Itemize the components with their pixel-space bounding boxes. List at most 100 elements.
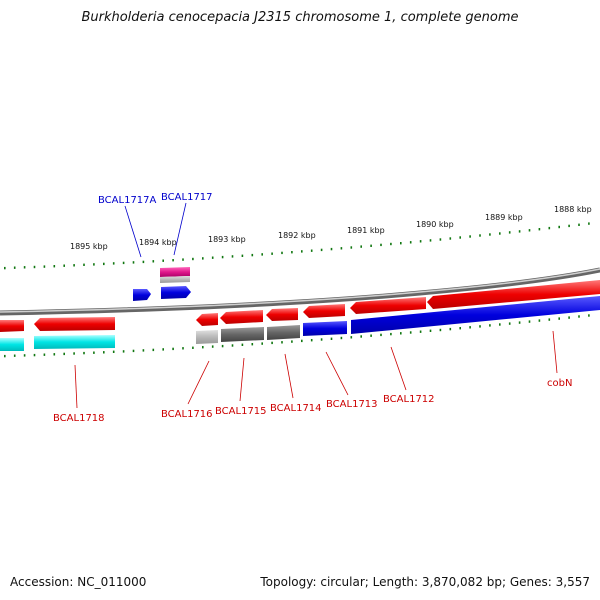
ruler-label-1893: 1893 kbp <box>208 235 246 244</box>
ruler-minor-tick <box>142 349 145 352</box>
ruler-minor-tick <box>558 317 560 320</box>
ruler-minor-tick <box>33 265 36 269</box>
ruler-minor-tick <box>281 341 283 344</box>
ruler-minor-tick <box>459 327 461 330</box>
ruler-minor-tick <box>489 324 491 327</box>
gene-bcal1713[interactable] <box>303 304 345 318</box>
ruler-minor-tick <box>271 252 273 255</box>
gene-label-bcal1716: BCAL1716 <box>161 409 213 420</box>
gene-label-bcal1712: BCAL1712 <box>383 394 435 405</box>
ruler-minor-tick <box>518 321 521 324</box>
gene-label-bcal1715: BCAL1715 <box>215 406 267 417</box>
ruler-minor-tick <box>518 230 521 233</box>
ruler-minor-tick <box>409 331 412 334</box>
ruler-minor-tick <box>13 266 16 269</box>
ruler-minor-tick <box>419 240 422 243</box>
ruler-minor-tick <box>83 263 85 266</box>
ruler-minor-tick <box>499 323 501 326</box>
ruler-minor-tick <box>301 250 303 253</box>
gene-bcal1718-red[interactable] <box>34 317 115 331</box>
gene-red-left-edge[interactable] <box>0 320 24 332</box>
ruler-minor-tick <box>508 322 511 325</box>
ruler-minor-tick <box>578 315 580 318</box>
gene-blue-1713[interactable] <box>303 321 347 336</box>
gene-bcal1714[interactable] <box>266 308 298 321</box>
ruler-minor-tick <box>469 326 471 329</box>
gene-label-bcal1717a: BCAL1717A <box>98 195 157 206</box>
ruler-minor-tick <box>103 351 105 354</box>
ruler-minor-tick <box>340 247 343 250</box>
gene-labels: BCAL1717A BCAL1717 BCAL1718 BCAL1716 BCA… <box>53 192 572 424</box>
map-title: Burkholderia cenocepacia J2315 chromosom… <box>81 10 519 25</box>
ruler-minor-tick <box>4 354 6 358</box>
ruler-minor-tick <box>558 225 560 229</box>
gene-gray-1715[interactable] <box>221 327 264 342</box>
ruler-minor-tick <box>122 261 125 265</box>
leader-bcal1714 <box>284 353 294 399</box>
leader-cobn <box>552 330 558 374</box>
gene-bcal1715[interactable] <box>220 310 263 324</box>
ruler-minor-tick <box>4 266 6 270</box>
ruler-minor-tick <box>192 257 194 261</box>
ruler-label-1888: 1888 kbp <box>554 205 592 214</box>
ruler-minor-tick <box>370 334 372 337</box>
ruler-minor-tick <box>281 251 283 255</box>
ruler-minor-tick <box>251 253 254 257</box>
gene-bcal1712[interactable] <box>350 297 426 314</box>
ruler-minor-tick <box>33 353 36 357</box>
ruler-minor-tick <box>172 347 174 351</box>
ruler-minor-tick <box>320 248 323 252</box>
ruler-minor-tick <box>261 342 263 345</box>
ruler-label-1889: 1889 kbp <box>485 213 523 222</box>
gene-bcal1716[interactable] <box>196 313 218 326</box>
ruler-label-1895: 1895 kbp <box>70 242 108 251</box>
gene-blue-long[interactable] <box>351 296 600 334</box>
gene-light-gray[interactable] <box>196 330 218 344</box>
ruler-label-1891: 1891 kbp <box>347 226 385 235</box>
ruler-minor-tick <box>340 336 343 340</box>
secondary-strand-genes <box>0 296 600 351</box>
ruler-minor-tick <box>63 264 65 267</box>
gene-bcal1717a[interactable] <box>133 289 151 301</box>
ruler-minor-tick <box>479 325 481 328</box>
ruler-minor-tick <box>172 259 174 262</box>
ruler-minor-tick <box>53 353 56 356</box>
ruler-minor-tick <box>261 253 263 256</box>
ruler-minor-tick <box>241 343 244 346</box>
ruler-minor-tick <box>310 339 313 342</box>
ruler-minor-tick <box>162 348 164 351</box>
gene-pink[interactable] <box>160 267 190 277</box>
ruler-minor-tick <box>439 328 442 332</box>
gene-cyan-left[interactable] <box>0 338 24 351</box>
ruler-minor-tick <box>320 338 323 341</box>
ruler-minor-tick <box>271 341 273 345</box>
ruler-minor-tick <box>568 316 570 319</box>
ruler-minor-tick <box>538 319 541 322</box>
ruler-minor-tick <box>588 314 590 317</box>
ruler-minor-tick <box>380 243 382 247</box>
leader-bcal1718 <box>74 364 78 409</box>
ruler-minor-tick <box>350 246 353 249</box>
gene-pink-lower-band <box>160 276 190 283</box>
ruler-labels: 1895 kbp 1894 kbp 1893 kbp 1892 kbp 1891… <box>70 205 592 251</box>
gene-gray-1714[interactable] <box>267 325 300 340</box>
ruler-minor-tick <box>83 351 85 355</box>
leader-bcal1713 <box>325 351 349 396</box>
ruler-minor-tick <box>291 340 293 343</box>
ruler-minor-tick <box>73 264 75 267</box>
ruler-minor-tick <box>390 242 392 246</box>
ruler-minor-tick <box>132 349 135 353</box>
ruler-minor-tick <box>439 238 442 241</box>
ruler-minor-tick <box>162 259 164 262</box>
gene-cobn-red[interactable] <box>427 280 600 309</box>
gene-label-bcal1714: BCAL1714 <box>270 403 322 414</box>
ruler-minor-tick <box>350 336 353 339</box>
gene-bcal1718-cyan[interactable] <box>34 335 115 349</box>
ruler-minor-tick <box>588 222 590 225</box>
ruler-minor-tick <box>291 251 293 254</box>
ruler-minor-tick <box>400 242 402 245</box>
gene-bcal1717[interactable] <box>161 286 191 299</box>
ruler-minor-tick <box>449 237 452 240</box>
ruler-minor-tick <box>479 234 481 237</box>
ruler-minor-tick <box>53 265 56 268</box>
